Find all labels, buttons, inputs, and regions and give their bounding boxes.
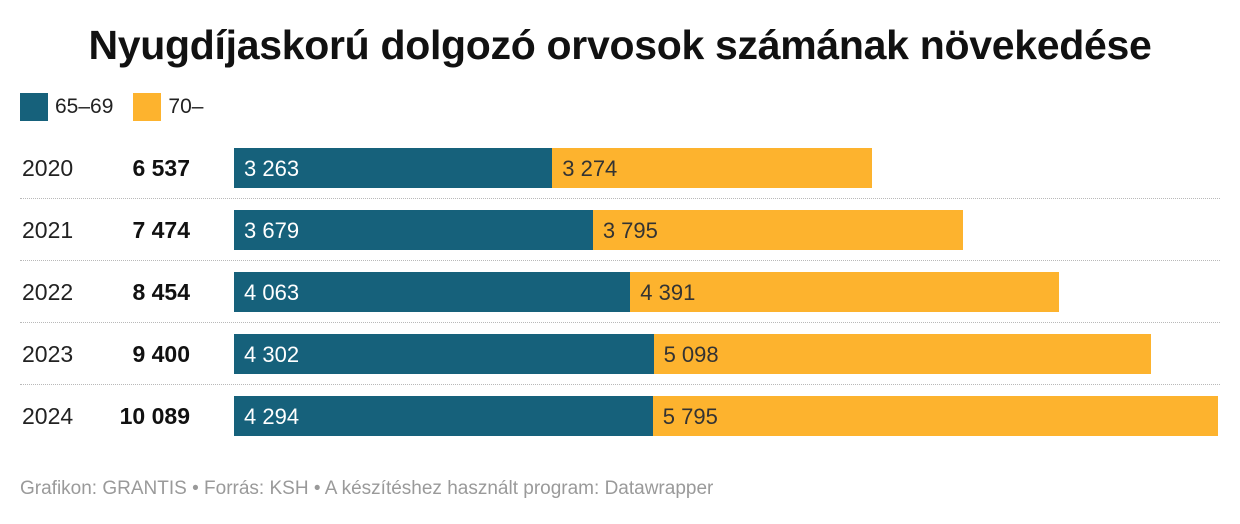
legend-swatch-65-69 (20, 93, 48, 121)
bar-segment-65-69: 4 294 (234, 396, 653, 436)
row-divider (20, 198, 1220, 199)
row-2023: 2023 9 400 4 302 5 098 (0, 323, 1240, 385)
year-label: 2021 (22, 217, 74, 243)
data-label: 4 302 (244, 342, 300, 367)
data-label: 5 098 (663, 342, 719, 367)
legend-label-65-69: 65–69 (55, 95, 114, 118)
legend-label-70-plus: 70– (168, 95, 204, 118)
row-divider (20, 322, 1220, 323)
year-label: 2023 (22, 341, 74, 367)
row-2024: 2024 10 089 4 294 5 795 (0, 385, 1240, 447)
row-divider (20, 384, 1220, 385)
bar-segment-70-plus: 5 098 (653, 334, 1151, 374)
bar-track: 3 263 3 274 (234, 148, 1218, 188)
data-label: 3 263 (244, 156, 300, 181)
data-label: 4 063 (244, 280, 300, 305)
bar-segment-65-69: 3 679 (234, 210, 593, 250)
bar-segment-70-plus: 4 391 (630, 272, 1059, 312)
total-label: 6 537 (132, 155, 190, 181)
total-label: 8 454 (132, 279, 190, 305)
chart-rows: 2020 6 537 3 263 3 274 2021 7 474 3 679 3 795 20… (0, 137, 1240, 447)
bar-track: 4 294 5 795 (234, 396, 1218, 436)
data-label: 3 679 (244, 218, 300, 243)
bar-segment-70-plus: 3 274 (552, 148, 872, 188)
total-label: 7 474 (132, 217, 190, 243)
data-label: 4 294 (244, 404, 300, 429)
bar-track: 4 063 4 391 (234, 272, 1218, 312)
bar-segment-70-plus: 3 795 (592, 210, 963, 250)
row-divider (20, 260, 1220, 261)
total-label: 10 089 (119, 403, 190, 429)
legend: 65–69 70– (20, 93, 223, 121)
legend-swatch-70-plus (133, 93, 162, 121)
bar-track: 3 679 3 795 (234, 210, 1218, 250)
bar-segment-65-69: 3 263 (234, 148, 553, 188)
row-2022: 2022 8 454 4 063 4 391 (0, 261, 1240, 323)
data-label: 3 795 (602, 218, 658, 243)
row-2020: 2020 6 537 3 263 3 274 (0, 137, 1240, 199)
year-label: 2022 (22, 279, 74, 305)
year-label: 2020 (22, 155, 74, 181)
row-2021: 2021 7 474 3 679 3 795 (0, 199, 1240, 261)
legend-item-65-69: 65–69 (20, 93, 113, 121)
data-label: 4 391 (640, 280, 696, 305)
data-label: 3 274 (562, 156, 618, 181)
chart-title: Nyugdíjaskorú dolgozó orvosok számának n… (88, 22, 1152, 68)
bar-segment-70-plus: 5 795 (652, 396, 1218, 436)
bar-track: 4 302 5 098 (234, 334, 1218, 374)
chart-footer: Grafikon: GRANTIS • Forrás: KSH • A kész… (20, 478, 714, 499)
legend-item-70-plus: 70– (133, 93, 203, 121)
total-label: 9 400 (132, 341, 190, 367)
data-label: 5 795 (662, 404, 718, 429)
bar-segment-65-69: 4 302 (234, 334, 654, 374)
year-label: 2024 (22, 403, 74, 429)
bar-segment-65-69: 4 063 (234, 272, 631, 312)
